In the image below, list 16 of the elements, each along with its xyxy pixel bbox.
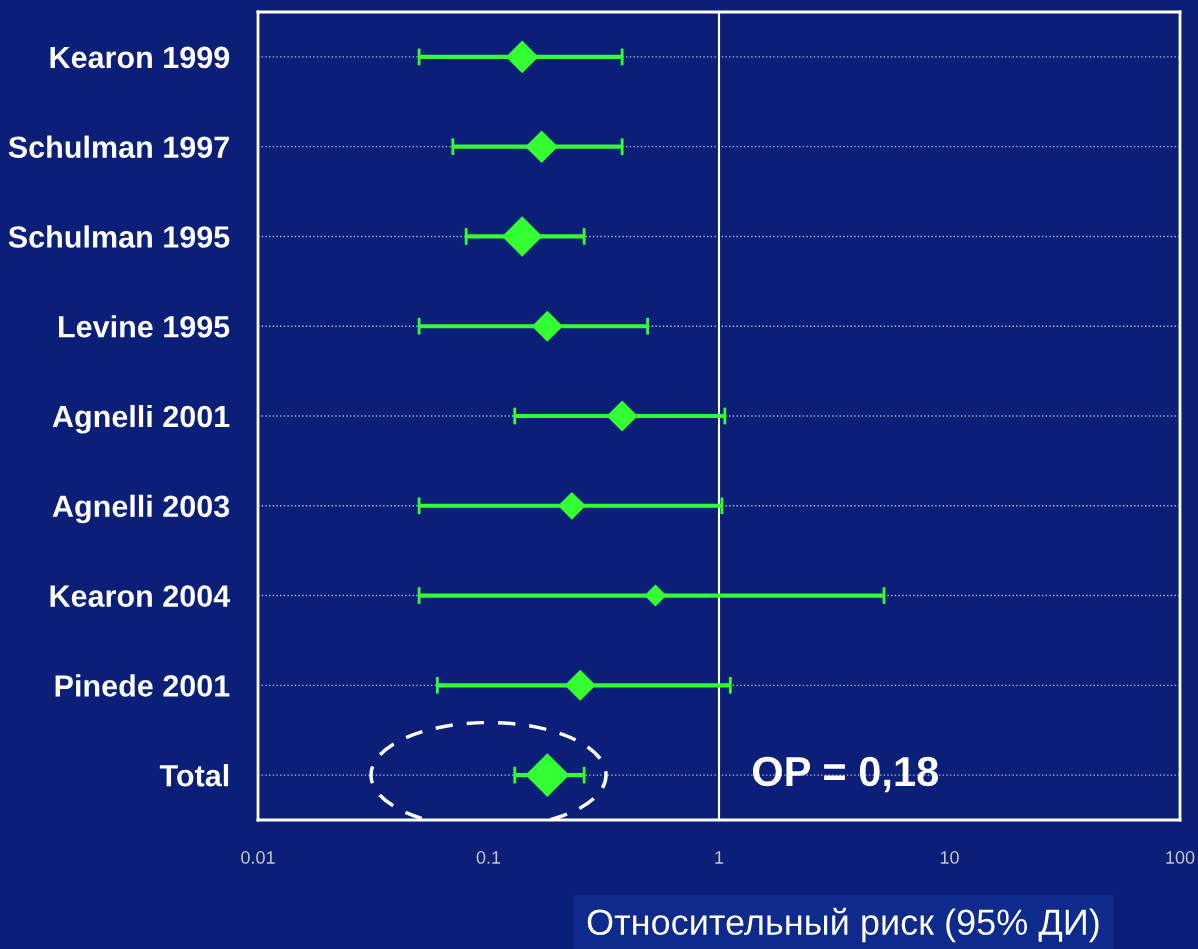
x-tick-label: 0.1: [476, 851, 501, 864]
x-tick-label: 1: [715, 851, 724, 864]
y-tick-label: Levine 1995: [59, 315, 230, 338]
y-tick-label: Kearon 2004: [50, 585, 231, 607]
y-tick-label: Schulman 1995: [8, 225, 230, 248]
x-tick-label: 100: [1166, 851, 1195, 864]
y-tick-label: Total: [159, 764, 229, 787]
y-tick-label: Kearon 1999: [50, 46, 230, 69]
y-tick-label: Agnelli 2001: [52, 404, 230, 434]
y-tick-label: Pinede 2001: [55, 674, 230, 697]
annotation: OP = 0,18: [752, 756, 939, 793]
x-tick-label: 0.01: [241, 851, 275, 864]
y-tick-label: Schulman 1997: [8, 135, 229, 159]
y-tick-label: Agnelli 2003: [52, 494, 230, 524]
x-axis-title: Относительный риск (95% ДИ): [587, 907, 1099, 943]
x-tick-label: 10: [940, 851, 959, 864]
